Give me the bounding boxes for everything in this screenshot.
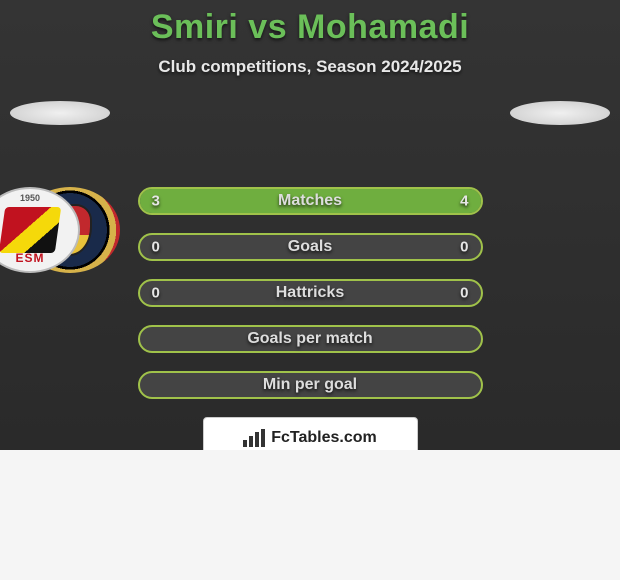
player-left-ellipse bbox=[10, 101, 110, 125]
stat-row-goals: 0 Goals 0 bbox=[138, 233, 483, 261]
comparison-card: Smiri vs Mohamadi Club competitions, Sea… bbox=[0, 0, 620, 450]
page-subtitle: Club competitions, Season 2024/2025 bbox=[0, 57, 620, 77]
stat-val-right: 0 bbox=[460, 285, 468, 302]
stat-label: Goals bbox=[288, 238, 332, 256]
brand-box[interactable]: FcTables.com bbox=[203, 417, 418, 450]
stat-val-right: 0 bbox=[460, 239, 468, 256]
stat-row-hattricks: 0 Hattricks 0 bbox=[138, 279, 483, 307]
brand-text: FcTables.com bbox=[271, 429, 377, 447]
crest-right-txt: ESM bbox=[15, 251, 44, 265]
crest-right-year: 1950 bbox=[20, 193, 40, 203]
barchart-icon bbox=[243, 429, 265, 447]
stat-val-left: 0 bbox=[152, 285, 160, 302]
stat-label: Matches bbox=[278, 192, 342, 210]
stat-row-matches: 3 Matches 4 bbox=[138, 187, 483, 215]
stat-rows: 3 Matches 4 0 Goals 0 0 Hattricks 0 bbox=[138, 187, 483, 399]
stat-label: Goals per match bbox=[247, 330, 372, 348]
page-title: Smiri vs Mohamadi bbox=[0, 0, 620, 47]
stat-val-left: 3 bbox=[152, 193, 160, 210]
stat-label: Min per goal bbox=[263, 376, 357, 394]
stat-label: Hattricks bbox=[276, 284, 344, 302]
stats-area: 1950 ESM 3 Matches 4 0 Goals 0 bbox=[0, 101, 620, 450]
crest-right-flag bbox=[0, 207, 61, 253]
player-right-ellipse bbox=[510, 101, 610, 125]
stat-row-gpm: Goals per match bbox=[138, 325, 483, 353]
stat-row-mpg: Min per goal bbox=[138, 371, 483, 399]
stat-val-left: 0 bbox=[152, 239, 160, 256]
fill-left bbox=[140, 189, 276, 213]
stat-val-right: 4 bbox=[460, 193, 468, 210]
